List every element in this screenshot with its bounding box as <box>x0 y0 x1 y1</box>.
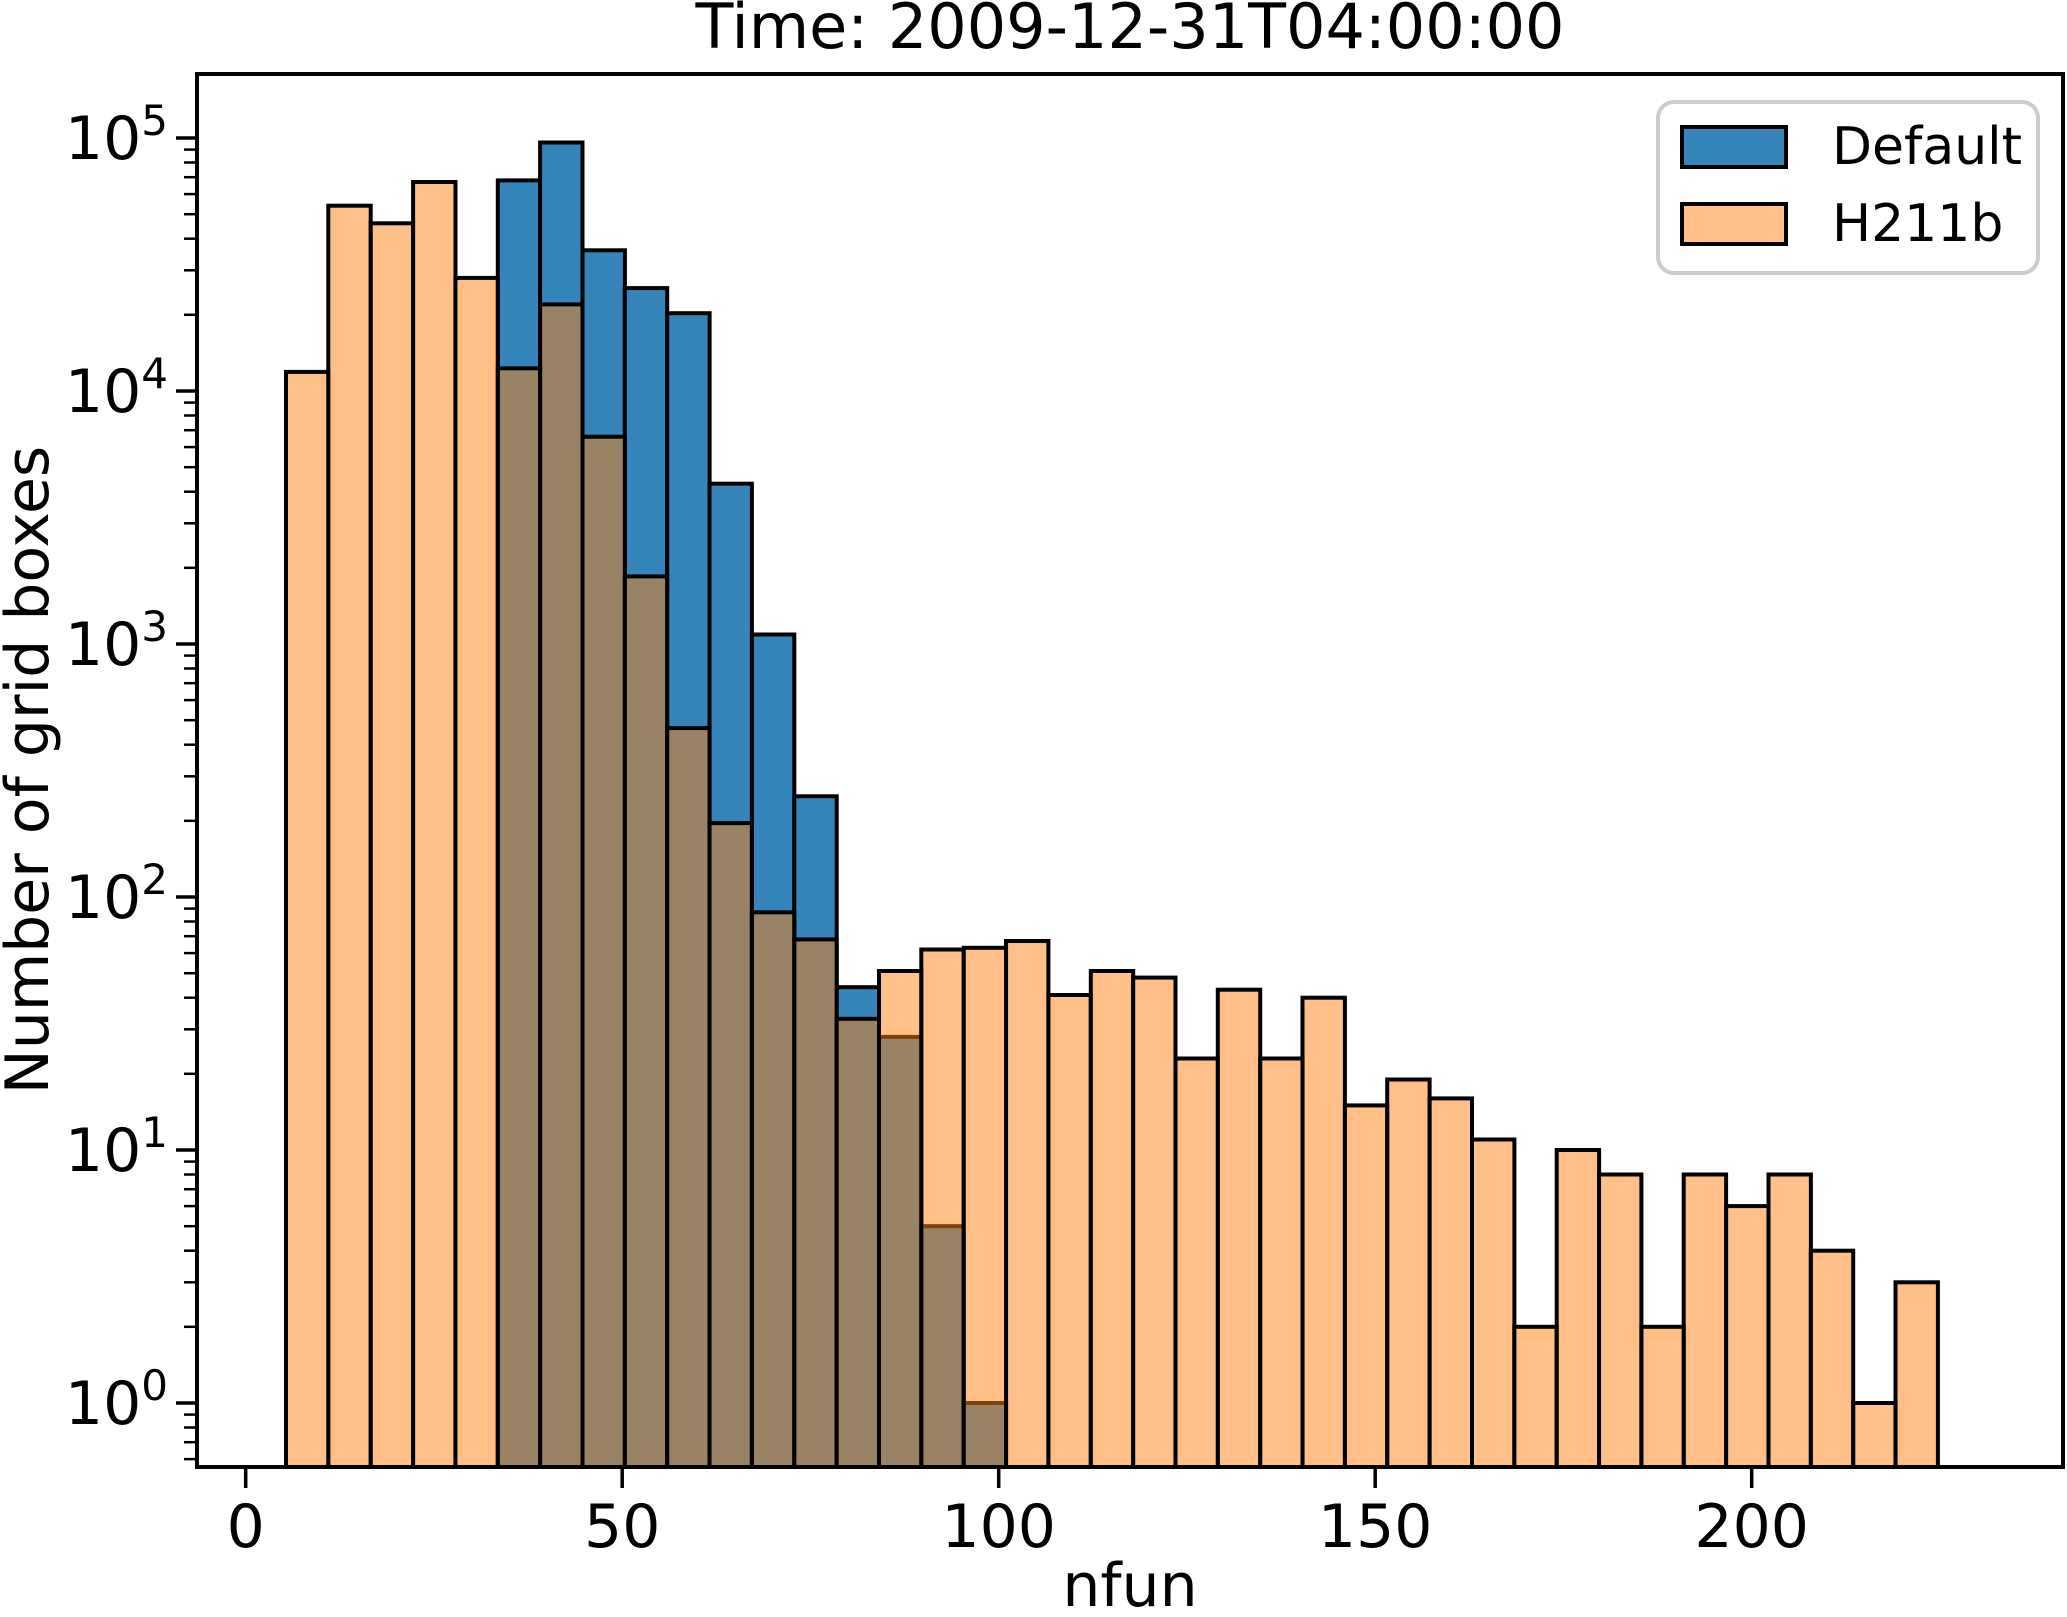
legend-label-default: Default <box>1832 117 2022 177</box>
histogram-bar-h211b <box>919 947 966 1469</box>
histogram-bar-h211b <box>495 366 543 1469</box>
histogram-bar-h211b <box>326 203 373 1470</box>
histogram-bar-h211b <box>1004 939 1051 1469</box>
x-tick-label: 100 <box>941 1492 1056 1562</box>
legend-swatch-h211b <box>1680 202 1788 246</box>
legend-swatch-default <box>1680 125 1788 169</box>
histogram-bar-h211b <box>1639 1324 1686 1470</box>
histogram-bar-h211b <box>1131 975 1178 1469</box>
histogram-bar-h211b <box>877 969 924 1469</box>
histogram-bar-h211b <box>1427 1096 1474 1470</box>
histogram-bar-h211b <box>1046 993 1093 1469</box>
axes-frame <box>195 72 2065 1469</box>
histogram-bar-h211b <box>1554 1148 1602 1469</box>
x-tick-label: 150 <box>1318 1492 1433 1562</box>
histogram-bar-h211b <box>1088 969 1136 1469</box>
histogram-bar-h211b <box>368 221 416 1469</box>
x-tick-label: 0 <box>227 1492 265 1562</box>
histogram-bar-h211b <box>1385 1077 1432 1469</box>
histogram-bar-h211b <box>1470 1137 1517 1469</box>
chart-title: Time: 2009-12-31T04:00:00 <box>695 0 1565 63</box>
histogram-bar-h211b <box>1512 1324 1559 1470</box>
y-axis-label: Number of grid boxes <box>0 446 63 1094</box>
histogram-bar-h211b <box>792 937 839 1469</box>
y-tick-label: 100 <box>65 1361 168 1439</box>
y-tick-label: 105 <box>65 96 168 174</box>
x-axis-label: nfun <box>1062 1551 1197 1617</box>
histogram-bar-h211b <box>580 434 627 1470</box>
legend-label-h211b: H211b <box>1832 194 2003 254</box>
histogram-bar-h211b <box>1258 1056 1305 1469</box>
histogram-bar-h211b <box>1681 1172 1729 1469</box>
y-tick-label: 102 <box>65 855 168 933</box>
histogram-bar-h211b <box>1342 1103 1390 1470</box>
histogram-bar-h211b <box>1766 1172 1813 1469</box>
histogram-bar-h211b <box>1724 1204 1771 1469</box>
histogram-bar-h211b <box>1893 1280 1940 1470</box>
histogram-bar-h211b <box>1808 1248 1856 1469</box>
histogram-bar-h211b <box>1173 1056 1220 1469</box>
histogram-bar-h211b <box>1215 987 1263 1469</box>
histogram-bar-h211b <box>622 574 670 1469</box>
histogram-bar-h211b <box>284 369 331 1469</box>
histogram-bar-h211b <box>834 1016 881 1469</box>
ticks-layer: 0 50 100 150 200 100 101 102 103 104 105 <box>65 96 1809 1562</box>
histogram-bar-h211b <box>749 910 797 1469</box>
histogram-bar-h211b <box>1300 995 1347 1469</box>
y-tick-label: 103 <box>65 602 168 680</box>
x-tick-label: 200 <box>1694 1492 1809 1562</box>
bars-layer <box>284 140 1940 1470</box>
histogram-bar-h211b <box>538 302 585 1469</box>
histogram-bar-h211b <box>453 275 500 1469</box>
histogram-bar-h211b <box>665 726 712 1469</box>
y-tick-label: 104 <box>65 349 168 427</box>
histogram-bar-h211b <box>707 821 754 1469</box>
histogram-bar-h211b <box>961 945 1009 1469</box>
x-tick-label: 50 <box>584 1492 660 1562</box>
histogram-bar-h211b <box>1851 1401 1898 1469</box>
y-tick-label: 101 <box>65 1108 168 1186</box>
legend: Default H211b <box>1656 100 2040 275</box>
histogram-bar-h211b <box>1597 1172 1644 1469</box>
histogram-bar-h211b <box>411 180 458 1469</box>
